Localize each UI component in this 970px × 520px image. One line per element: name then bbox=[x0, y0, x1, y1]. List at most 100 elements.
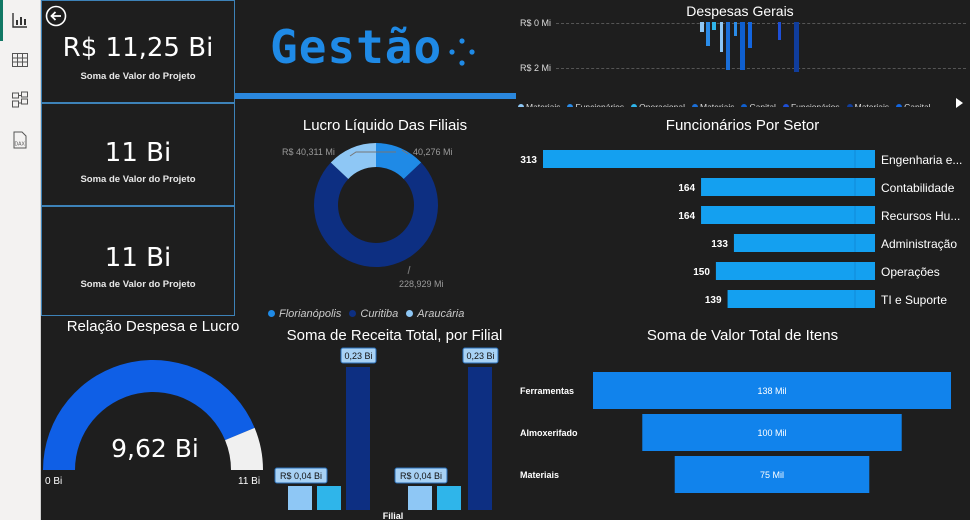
receita-data-label: R$ 0,04 Bi bbox=[280, 471, 322, 481]
despesas-bar bbox=[778, 22, 781, 40]
itens-value-label: 138 Mil bbox=[757, 386, 786, 396]
receita-data-label-box bbox=[274, 467, 328, 484]
funcionarios-value-label: 313 bbox=[520, 155, 537, 166]
header-divider bbox=[235, 93, 516, 99]
despesas-legend-item[interactable]: Materiais bbox=[518, 102, 560, 107]
legend-next-icon[interactable] bbox=[954, 94, 964, 108]
despesas-legend-item[interactable]: Capital bbox=[741, 102, 776, 107]
lucro-title: Lucro Líquido Das Filiais bbox=[302, 117, 468, 134]
receita-data-label: 0,23 Bi bbox=[344, 351, 372, 361]
legend-label: Capital bbox=[904, 102, 931, 107]
itens-funnel-bar bbox=[674, 456, 870, 493]
gauge-title: Relação Despesa e Lucro bbox=[66, 318, 240, 335]
funcionarios-title: Funcionários Por Setor bbox=[665, 117, 820, 134]
itens-category-label: Almoxerifado bbox=[520, 428, 578, 438]
funcionarios-bar bbox=[543, 150, 875, 168]
funcionarios-bar bbox=[715, 262, 875, 280]
despesas-legend-item[interactable]: Operacional bbox=[631, 102, 685, 107]
despesas-legend-item[interactable]: Funcionários bbox=[782, 102, 840, 107]
lucro-legend-item[interactable]: Curitiba bbox=[349, 308, 398, 320]
receita-bar-chart: 0,23 Bi R$ 0,04 Bi 0,23 Bi R$ 0,04 Bi Filial bbox=[274, 347, 499, 520]
brand-title: Gestão bbox=[270, 20, 443, 74]
legend-dot-icon bbox=[896, 104, 903, 107]
itens-funnel-bar bbox=[593, 372, 951, 409]
model-view-icon[interactable] bbox=[10, 90, 30, 110]
despesas-bar bbox=[706, 22, 710, 46]
legend-dot-icon bbox=[846, 104, 853, 107]
legend-label: Curitiba bbox=[360, 308, 399, 320]
funcionarios-category-label: Engenharia e... bbox=[881, 153, 962, 167]
legend-dot-icon bbox=[741, 104, 748, 107]
funcionarios-bar bbox=[733, 234, 875, 252]
kpi-label: Soma de Valor do Projeto bbox=[80, 71, 196, 82]
active-view-indicator bbox=[0, 0, 3, 41]
gauge-max-label: 11 Bi bbox=[238, 476, 261, 487]
gauge-min-label: 0 Bi bbox=[45, 476, 63, 487]
receita-title: Soma de Receita Total, por Filial bbox=[286, 327, 503, 344]
leader-line bbox=[401, 149, 409, 155]
funcionarios-value-label: 139 bbox=[705, 295, 722, 306]
funcionarios-bar-chart: 313 Engenharia e... 164 Contabilidade 164 Rec… bbox=[520, 150, 962, 308]
receita-data-label-box bbox=[340, 347, 377, 364]
legend-label: Florianópolis bbox=[279, 308, 342, 320]
receita-data-label-box bbox=[462, 347, 499, 364]
lucro-label-left: R$ 40,311 Mi bbox=[282, 147, 335, 157]
despesas-bar bbox=[740, 22, 745, 70]
despesas-legend-item[interactable]: Materiais bbox=[846, 102, 889, 107]
lucro-label-bottom: 228,929 Mi bbox=[399, 279, 444, 289]
kpi-card-valor-projeto-2: 11 Bi Soma de Valor do Projeto bbox=[41, 103, 235, 206]
itens-title: Soma de Valor Total de Itens bbox=[646, 327, 839, 344]
lucro-legend-item[interactable]: Araucária bbox=[406, 308, 464, 320]
despesas-legend-item[interactable]: Funcionários bbox=[567, 102, 624, 107]
lucro-label-right: 40,276 Mi bbox=[413, 147, 453, 157]
funcionarios-value-label: 164 bbox=[678, 183, 695, 194]
lucro-legend: Florianópolis Curitiba Araucária bbox=[268, 302, 508, 320]
kpi-value: 11 Bi bbox=[104, 138, 172, 168]
funcionarios-value-label: 150 bbox=[693, 267, 710, 278]
despesas-legend-item[interactable]: Materiais bbox=[692, 102, 734, 107]
kpi-card-valor-projeto: R$ 11,25 Bi Soma de Valor do Projeto bbox=[41, 0, 235, 103]
funcionarios-category-label: TI e Suporte bbox=[881, 293, 947, 307]
svg-text:DAX: DAX bbox=[15, 142, 26, 148]
itens-value-label: 75 Mil bbox=[760, 470, 784, 480]
itens-funnel-bar bbox=[642, 414, 902, 451]
receita-bar bbox=[317, 486, 341, 510]
legend-dot-icon bbox=[782, 104, 789, 107]
receita-data-label: R$ 0,04 Bi bbox=[400, 471, 442, 481]
legend-dot-icon bbox=[631, 104, 638, 107]
receita-bar bbox=[346, 367, 370, 510]
despesas-title: Despesas Gerais bbox=[686, 3, 794, 19]
lucro-donut-chart bbox=[314, 143, 438, 275]
itens-category-label: Materiais bbox=[520, 470, 559, 480]
legend-label: Operacional bbox=[639, 102, 685, 107]
legend-label: Materiais bbox=[700, 102, 735, 107]
legend-label: Araucária bbox=[417, 308, 465, 320]
funcionarios-bar bbox=[701, 206, 875, 224]
despesas-legend-item[interactable]: Capital bbox=[896, 102, 931, 107]
despesas-bar bbox=[726, 22, 730, 70]
receita-bar bbox=[288, 486, 312, 510]
legend-label: Capital bbox=[749, 102, 776, 107]
legend-label: Funcionários bbox=[575, 102, 625, 107]
report-view-icon[interactable] bbox=[10, 10, 30, 30]
despesas-legend: Materiais Funcionários Operacional Materiai… bbox=[518, 95, 958, 107]
kpi-label: Soma de Valor do Projeto bbox=[80, 279, 196, 290]
funcionarios-value-label: 164 bbox=[678, 211, 695, 222]
legend-dot-icon bbox=[567, 104, 574, 107]
legend-dot-icon bbox=[349, 310, 357, 317]
despesas-bars bbox=[700, 22, 799, 72]
despesa-lucro-gauge bbox=[43, 360, 263, 470]
lucro-legend-item[interactable]: Florianópolis bbox=[268, 308, 341, 320]
despesas-bar bbox=[794, 22, 799, 72]
table-view-icon[interactable] bbox=[10, 50, 30, 70]
kpi-value: 11 Bi bbox=[104, 243, 172, 273]
despesas-bar bbox=[748, 22, 752, 48]
despesas-bar bbox=[712, 22, 716, 30]
legend-dot-icon bbox=[268, 310, 275, 317]
dax-query-view-icon[interactable]: DAX bbox=[10, 130, 30, 150]
gauge-value-arc bbox=[43, 360, 255, 470]
receita-data-label: 0,23 Bi bbox=[466, 351, 494, 361]
receita-bar bbox=[408, 486, 432, 510]
back-arrow-icon[interactable] bbox=[45, 5, 67, 27]
funcionarios-category-label: Administração bbox=[881, 237, 957, 251]
